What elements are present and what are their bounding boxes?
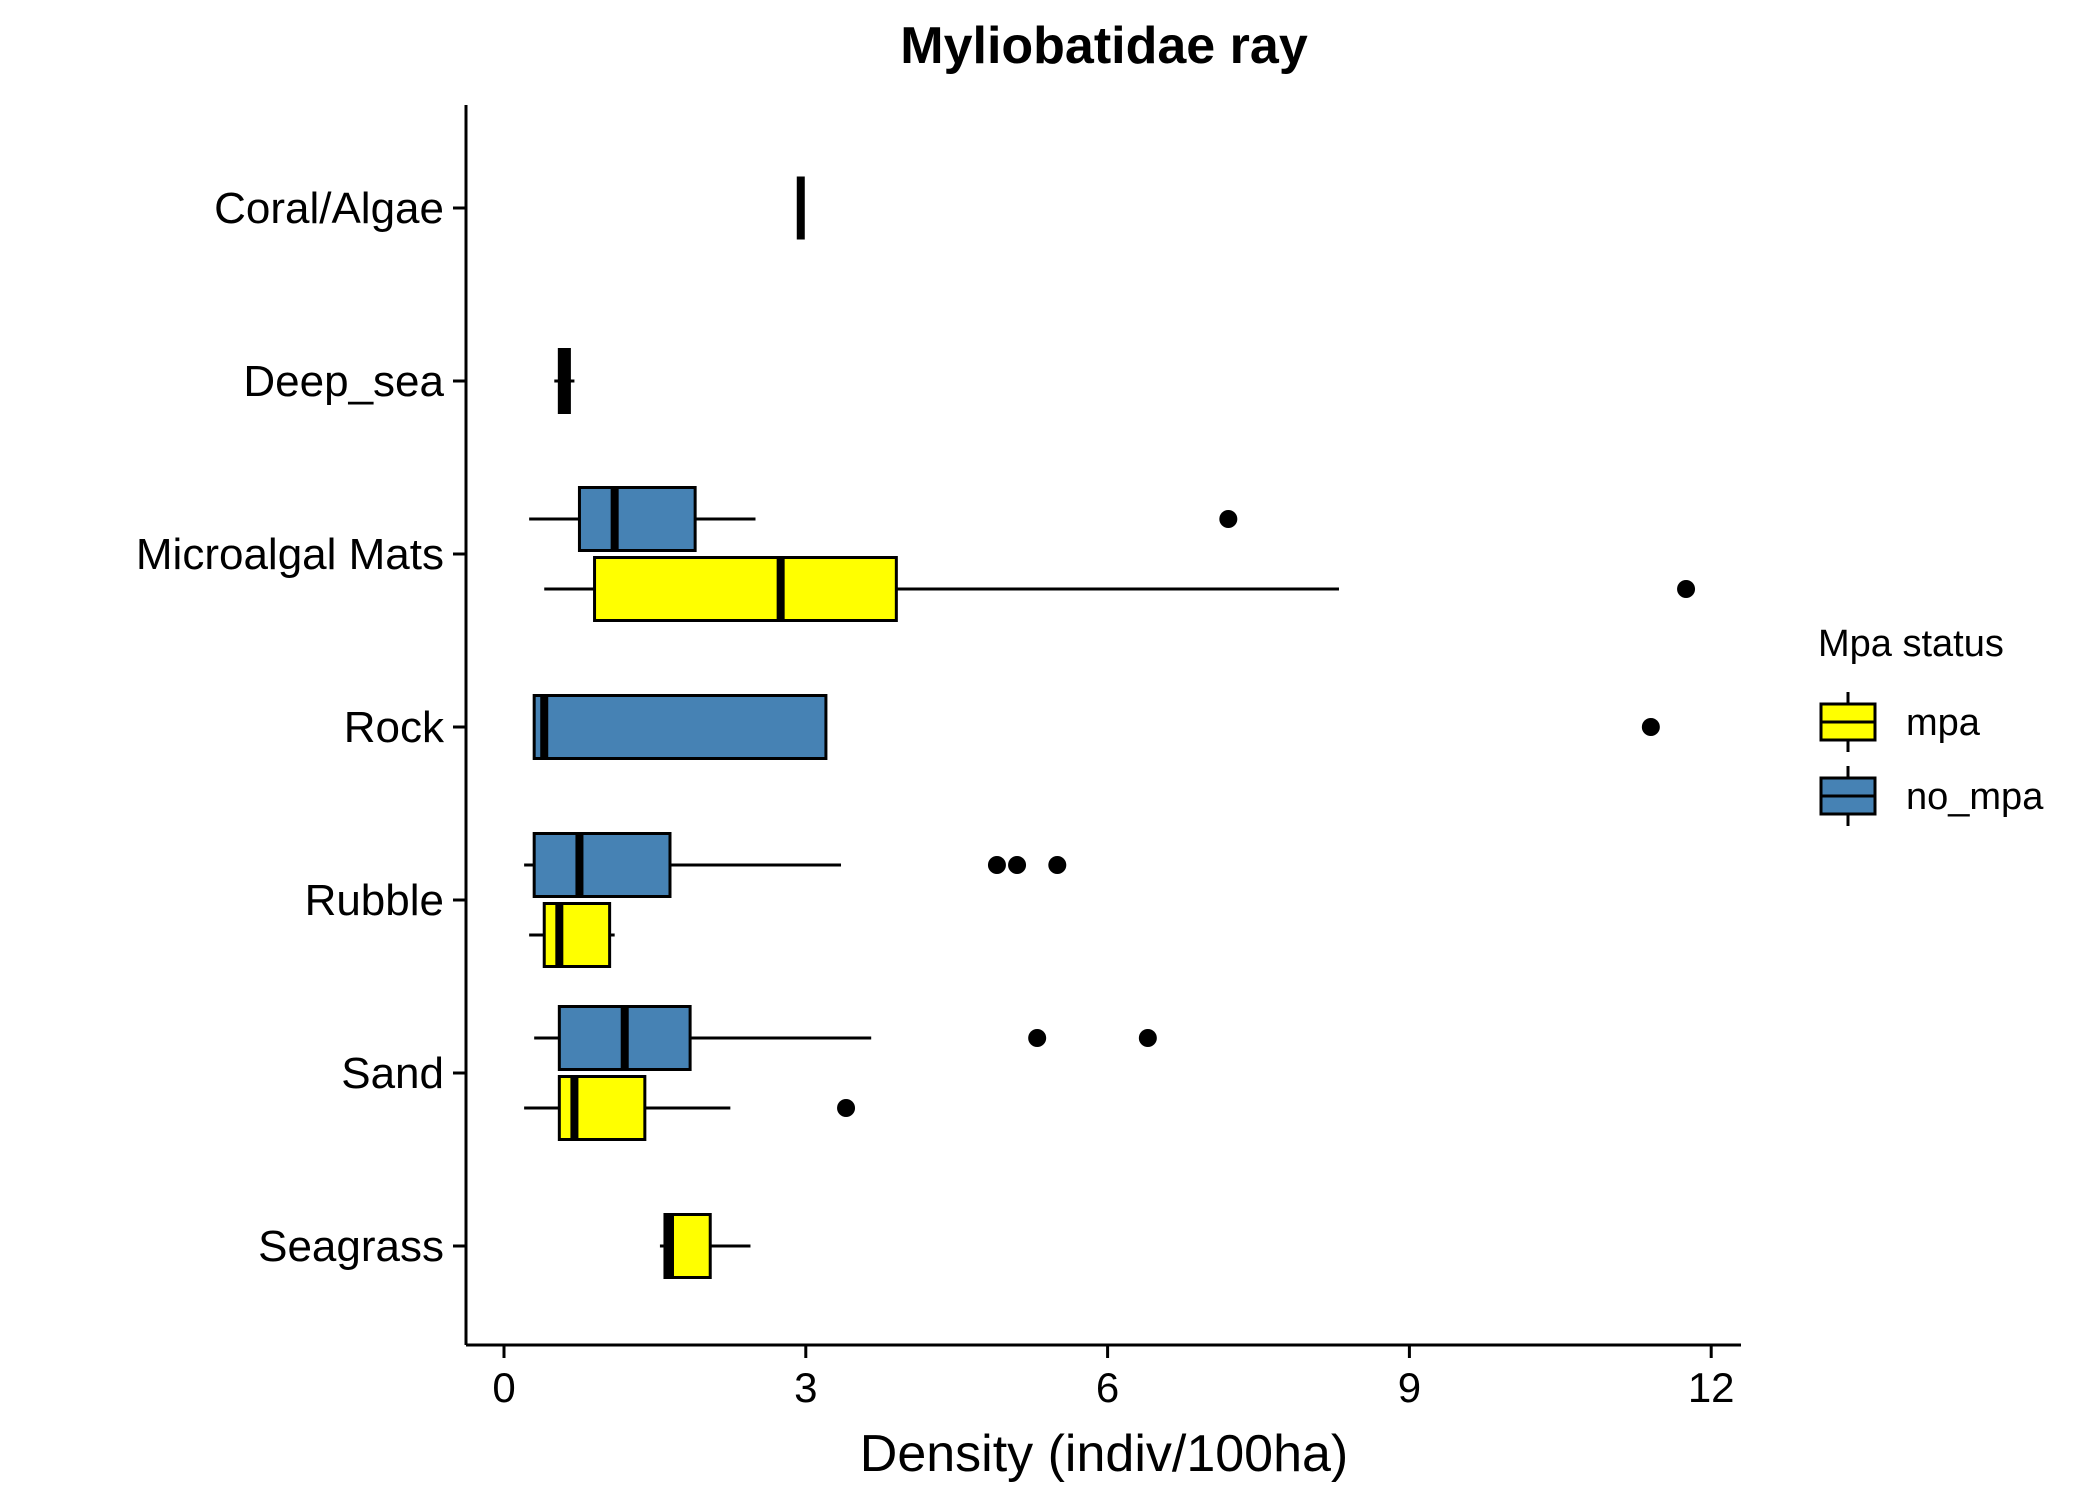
box-no_mpa	[524, 832, 1067, 898]
box-mpa	[529, 902, 615, 968]
box-iqr	[577, 486, 697, 552]
legend-item-mpa: mpa	[1819, 692, 1981, 752]
outlier-point	[1219, 510, 1238, 528]
x-axis-title: Density (indiv/100ha)	[860, 1425, 1348, 1483]
y-tick-label: Rubble	[305, 876, 444, 925]
x-tick-label: 6	[1096, 1364, 1119, 1411]
y-axis: Coral/Algae Deep_sea Microalgal Mats Rock Ru…	[136, 105, 468, 1345]
x-tick-label: 0	[492, 1364, 515, 1411]
outlier-point	[1048, 856, 1067, 874]
box-no_mpa	[529, 486, 1238, 552]
box-no_mpa	[554, 348, 575, 414]
outlier-point	[1008, 856, 1027, 874]
y-tick-label: Sand	[341, 1049, 444, 1098]
x-axis: 0 3 6 9 12	[466, 1343, 1741, 1411]
box-mpa	[544, 556, 1696, 622]
box-mpa	[524, 1075, 856, 1141]
chart-title: Myliobatidae ray	[900, 17, 1308, 75]
y-tick-label: Rock	[344, 703, 445, 752]
y-tick-label: Microalgal Mats	[136, 530, 444, 579]
legend-label: mpa	[1906, 702, 1981, 744]
legend: Mpa status mpa no_mpa	[1818, 623, 2044, 826]
x-tick-label: 3	[794, 1364, 817, 1411]
y-tick-label: Deep_sea	[243, 357, 444, 406]
legend-item-no_mpa: no_mpa	[1819, 766, 2044, 826]
x-tick-label: 9	[1398, 1364, 1421, 1411]
outlier-point	[987, 856, 1006, 874]
y-tick-label: Seagrass	[258, 1222, 444, 1271]
outlier-point	[837, 1099, 856, 1117]
legend-label: no_mpa	[1906, 776, 2044, 818]
plot-area	[524, 176, 1696, 1279]
outlier-point	[1028, 1029, 1047, 1047]
box-no_mpa	[534, 1005, 1157, 1071]
outlier-point	[1677, 580, 1696, 598]
box-no_mpa	[532, 694, 1660, 760]
box-iqr	[532, 694, 828, 760]
box-iqr	[542, 902, 612, 968]
outlier-point	[1138, 1029, 1157, 1047]
outlier-point	[1641, 718, 1660, 736]
box-iqr	[593, 556, 898, 622]
x-tick-label: 12	[1688, 1364, 1735, 1411]
y-tick-label: Coral/Algae	[214, 184, 444, 233]
box-iqr	[532, 832, 672, 898]
box-mpa	[659, 1213, 751, 1279]
legend-title: Mpa status	[1818, 623, 2004, 665]
